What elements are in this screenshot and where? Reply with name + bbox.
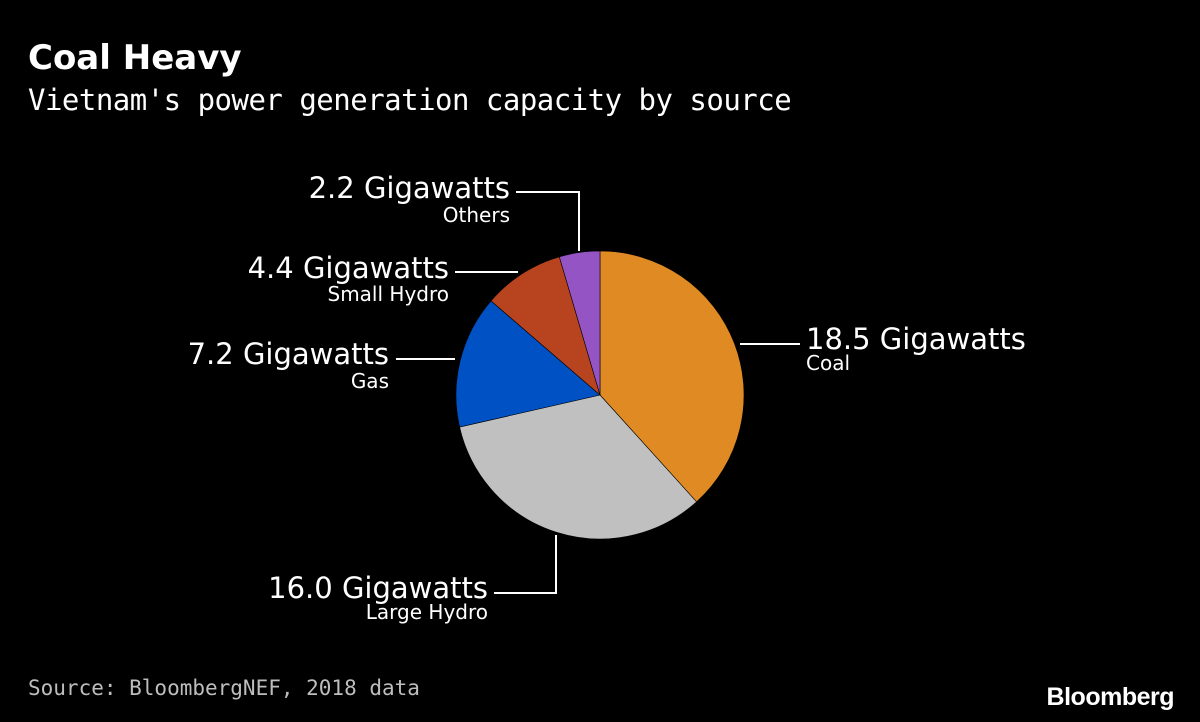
slice-name-label-large-hydro: Large Hydro xyxy=(366,600,488,624)
leader-line-large-hydro xyxy=(494,535,557,594)
slice-name-label-others: Others xyxy=(443,203,510,227)
slice-value-label-others: 2.2 Gigawatts xyxy=(309,171,510,205)
pie-slice-gas xyxy=(455,300,601,428)
pie-slice-small-hydro xyxy=(490,256,601,396)
slice-value-label-gas: 7.2 Gigawatts xyxy=(188,337,389,371)
bloomberg-logo: Bloomberg xyxy=(1046,683,1175,711)
slice-name-label-small-hydro: Small Hydro xyxy=(328,282,450,306)
slice-value-label-coal: 18.5 Gigawatts xyxy=(806,322,1026,356)
leader-line-others xyxy=(516,191,580,251)
slice-name-label-gas: Gas xyxy=(351,369,389,393)
pie-slice-large-hydro xyxy=(459,394,697,540)
slice-value-label-large-hydro: 16.0 Gigawatts xyxy=(268,571,488,605)
source-note: Source: BloombergNEF, 2018 data xyxy=(28,676,420,700)
pie-slice-others xyxy=(558,250,601,396)
chart-subtitle: Vietnam's power generation capacity by s… xyxy=(28,83,792,117)
pie-slice-coal xyxy=(599,250,745,503)
slice-name-label-coal: Coal xyxy=(806,351,850,375)
chart-title: Coal Heavy xyxy=(28,38,242,78)
slice-value-label-small-hydro: 4.4 Gigawatts xyxy=(248,251,449,285)
